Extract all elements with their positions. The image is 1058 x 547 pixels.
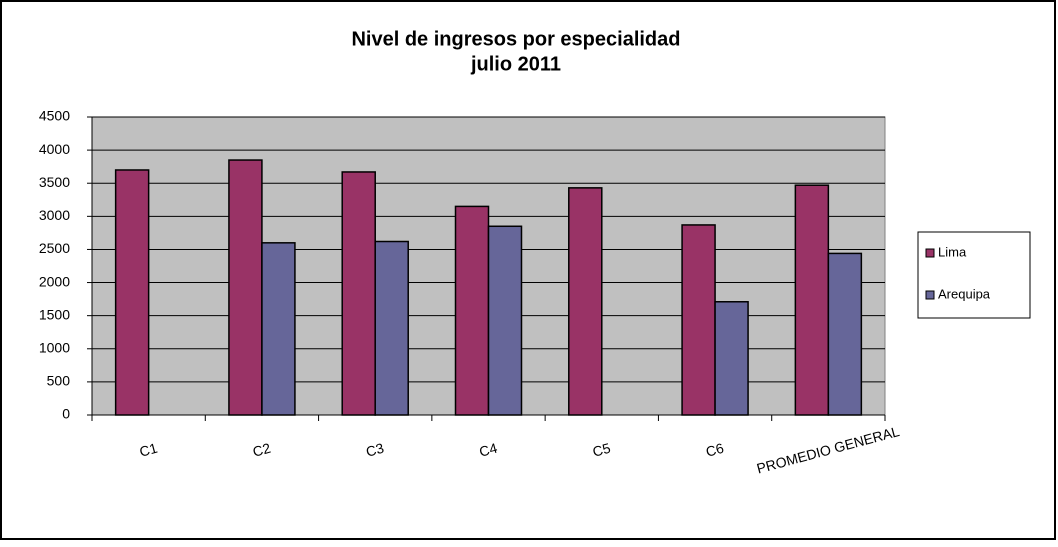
bar <box>794 184 830 416</box>
y-tick-label: 2000 <box>39 273 70 289</box>
bar <box>374 240 409 416</box>
legend-label: Lima <box>938 244 967 259</box>
legend-swatch <box>925 290 935 300</box>
legend-box <box>917 231 1031 319</box>
chart-title: Nivel de ingresos por especialidad <box>351 28 680 50</box>
y-tick-label: 3000 <box>39 207 70 223</box>
chart-subtitle: julio 2011 <box>470 53 561 75</box>
bar <box>341 171 376 416</box>
x-tick-label: C3 <box>364 440 386 460</box>
bar <box>681 224 716 416</box>
y-tick-label: 4000 <box>39 141 70 157</box>
bar <box>454 205 490 416</box>
legend-label: Arequipa <box>938 286 991 301</box>
y-tick-label: 500 <box>47 373 71 389</box>
x-tick-label: C4 <box>477 440 499 460</box>
y-tick-label: 4500 <box>39 108 70 124</box>
legend-swatch <box>925 248 935 258</box>
bar <box>261 242 296 416</box>
bar <box>114 169 150 416</box>
legend <box>917 231 1031 319</box>
x-tick-label: C6 <box>704 440 726 460</box>
y-tick-label: 2500 <box>39 240 70 256</box>
bar <box>568 187 603 416</box>
bar <box>827 252 863 416</box>
y-tick-label: 0 <box>62 406 70 422</box>
x-tick-label: C5 <box>591 440 613 460</box>
y-tick-label: 3500 <box>39 174 70 190</box>
x-tick-label: C2 <box>251 440 273 460</box>
bar <box>714 301 749 416</box>
x-tick-label: C1 <box>138 440 160 460</box>
y-tick-label: 1500 <box>39 306 70 322</box>
y-tick-label: 1000 <box>39 339 70 355</box>
bar <box>228 159 263 416</box>
bar <box>487 225 523 416</box>
